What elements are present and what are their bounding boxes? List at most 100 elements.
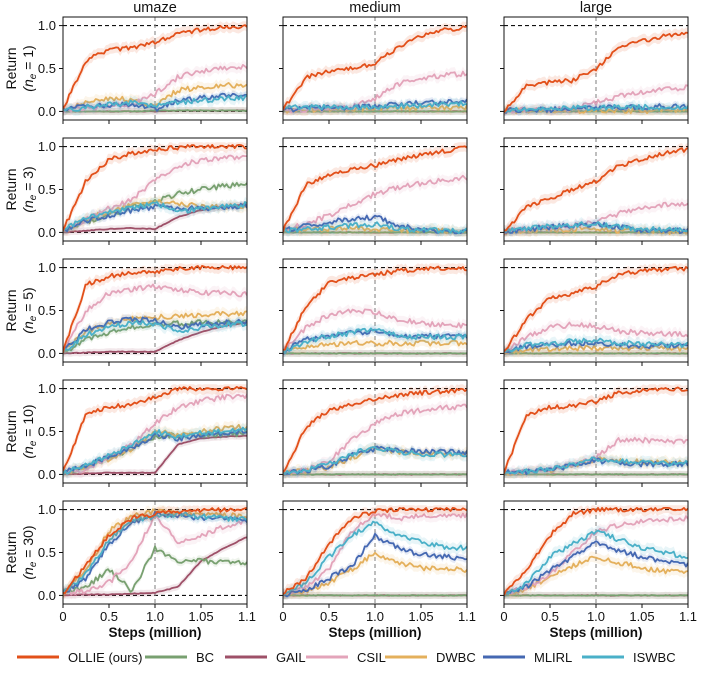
band-gail	[63, 533, 247, 600]
column-title: medium	[349, 0, 401, 16]
series-line-ollie	[63, 264, 247, 354]
series-line-iswbc	[283, 520, 467, 596]
y-tick-label: 0.0	[38, 104, 56, 119]
series-line-ollie	[504, 147, 688, 232]
band-bc	[63, 428, 247, 478]
legend-item-csil: CSIL	[306, 650, 386, 665]
series-line-mlirl	[63, 428, 247, 475]
series-line-csil	[504, 515, 688, 596]
plot-area	[504, 259, 688, 362]
series-line-ollie	[63, 24, 247, 109]
series-line-iswbc	[283, 446, 467, 476]
x-axis-label: Steps (million)	[328, 625, 421, 640]
band-ollie	[504, 263, 688, 357]
legend-item-mlirl: MLIRL	[483, 650, 572, 665]
series-line-iswbc	[283, 100, 467, 111]
plot-area	[283, 17, 467, 120]
y-tick-label: 0.0	[38, 225, 56, 240]
row-label: Return (ne = 10)	[3, 404, 39, 458]
legend-item-dwbc: DWBC	[385, 650, 476, 665]
y-tick-label: 0.5	[38, 303, 56, 318]
x-tick-label: 1.1	[458, 609, 476, 624]
x-tick-label: 1.05	[408, 609, 433, 624]
y-tick-label: 1.0	[38, 139, 56, 154]
y-tick-label: 0.0	[38, 588, 56, 603]
band-ollie	[63, 21, 247, 114]
legend-label: MLIRL	[534, 650, 572, 665]
series-line-iswbc	[504, 221, 688, 233]
y-tick-label: 1.0	[38, 260, 56, 275]
legend-label: ISWBC	[633, 650, 676, 665]
series-line-gail	[63, 321, 247, 355]
series-line-csil	[63, 393, 247, 476]
series-line-dwbc	[504, 344, 688, 355]
series-line-mlirl	[283, 532, 467, 598]
panel-r2-c2	[500, 258, 689, 366]
x-tick-label: 0.5	[320, 609, 338, 624]
band-ollie	[504, 27, 688, 116]
band-mlirl	[283, 326, 467, 358]
series-line-ollie	[63, 385, 247, 471]
plot-area	[63, 501, 247, 604]
plot-area	[504, 380, 688, 483]
series-line-iswbc	[504, 337, 688, 353]
panel-r0-c1: medium	[279, 0, 468, 124]
band-dwbc	[63, 505, 247, 600]
series-line-gail	[63, 434, 247, 476]
series-line-ollie	[504, 265, 688, 353]
x-axis-label: Steps (million)	[549, 625, 642, 640]
x-tick-label: 1.05	[629, 609, 654, 624]
series-line-ollie	[283, 25, 467, 111]
x-tick-label: 0	[500, 609, 507, 624]
band-ollie	[504, 142, 688, 236]
series-line-csil	[63, 283, 247, 353]
row-label-line1: Return	[3, 410, 19, 452]
x-axis-label: Steps (million)	[108, 625, 201, 640]
x-tick-label: 1.1	[238, 609, 256, 624]
plot-area	[504, 138, 688, 241]
legend-label: GAIL	[276, 650, 306, 665]
row-label: Return (ne = 1)	[3, 45, 39, 91]
band-iswbc	[283, 516, 467, 600]
band-ollie	[504, 505, 688, 600]
band-ollie	[283, 263, 467, 356]
plot-area	[63, 259, 247, 362]
series-line-ollie	[504, 506, 688, 597]
row-label-line1: Return	[3, 47, 19, 89]
band-dwbc	[283, 547, 467, 600]
row-label-line2: (ne = 5)	[20, 287, 39, 333]
series-line-iswbc	[504, 529, 688, 598]
y-tick-label: 0.5	[38, 182, 56, 197]
y-tick-label: 1.0	[38, 18, 56, 33]
legend: OLLIE (ours) BC GAIL CSIL DWBC MLIRL ISWBC	[17, 650, 676, 665]
row-label-line2: (ne = 1)	[20, 45, 39, 91]
band-iswbc	[283, 96, 467, 115]
legend-item-ollie: OLLIE (ours)	[17, 650, 142, 665]
band-csil	[504, 80, 688, 116]
band-ollie	[283, 21, 467, 116]
series-line-ollie	[63, 507, 247, 595]
row-label-line2: (ne = 3)	[20, 166, 39, 212]
series-line-iswbc	[63, 94, 247, 112]
y-tick-label: 0.5	[38, 545, 56, 560]
band-csil	[63, 510, 247, 600]
row-label: Return (ne = 3)	[3, 166, 39, 212]
row-label-line1: Return	[3, 531, 19, 573]
series-line-bc	[283, 352, 467, 355]
column-title: large	[580, 0, 612, 16]
x-tick-label: 1.0	[587, 609, 605, 624]
x-tick-label: 1.0	[366, 609, 384, 624]
panel-r4-c2: 0 0.5 1.0 1.05 1.1 Steps (million)	[500, 500, 697, 640]
band-mlirl	[283, 530, 467, 600]
legend-label: DWBC	[436, 650, 476, 665]
series-line-mlirl	[63, 316, 247, 353]
panel-r4-c0: 0.0 0.5 1.0 0 0.5 1.0 1.05 1.1 Steps (million)	[38, 500, 256, 640]
band-iswbc	[504, 525, 688, 600]
series-line-csil	[283, 403, 467, 476]
band-dwbc	[504, 551, 688, 600]
plot-area	[283, 138, 467, 241]
x-tick-label: 0	[279, 609, 286, 624]
panel-r4-c1: 0 0.5 1.0 1.05 1.1 Steps (million)	[279, 500, 476, 640]
legend-item-bc: BC	[145, 650, 214, 665]
